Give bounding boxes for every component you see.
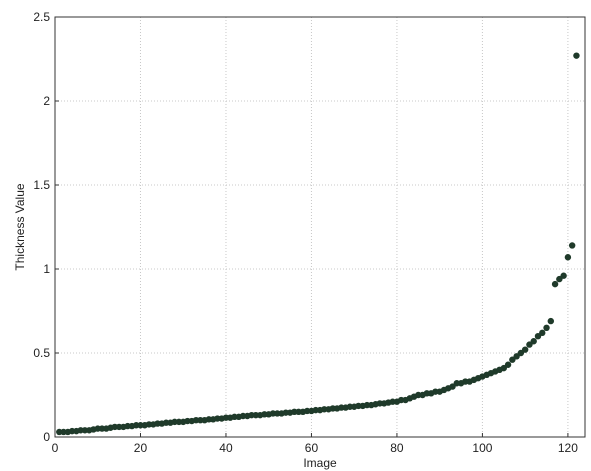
x-tick-label: 80 [390,441,404,455]
data-point [539,329,546,337]
data-point [573,52,580,59]
x-tick-label: 20 [134,441,148,455]
ticks: 0 20 40 60 80 100 120 0 0.5 1 1.5 2 2.5 [33,10,578,455]
y-tick-label: 0.5 [33,346,50,360]
y-tick-label: 2 [43,94,50,108]
data-point [504,361,512,368]
data-point [500,364,507,372]
data-point [560,272,567,279]
data-point [517,349,525,357]
x-tick-label: 120 [558,441,578,455]
data-point [556,275,563,283]
y-tick-label: 0 [43,430,50,444]
data-point [564,254,572,261]
data-point [530,338,537,345]
data-point [521,346,529,353]
data-point [568,242,576,249]
data-points [56,52,580,436]
plot-frame [54,16,586,438]
x-tick-label: 0 [52,441,59,455]
data-point [513,353,520,360]
x-axis-label: Image [303,456,337,470]
data-point [526,341,533,348]
x-tick-label: 40 [219,441,233,455]
x-tick-label: 60 [305,441,319,455]
data-point [449,383,456,390]
x-tick-label: 100 [472,441,492,455]
data-point [547,317,555,325]
grid [55,17,585,437]
data-point [551,280,559,288]
axes [54,16,586,438]
y-tick-label: 1.5 [33,178,50,192]
y-axis-label: Thickness Value [13,183,27,270]
data-point [509,356,516,363]
data-point [543,324,550,331]
y-tick-label: 2.5 [33,10,50,24]
y-tick-label: 1 [43,262,50,276]
data-point [534,333,542,340]
